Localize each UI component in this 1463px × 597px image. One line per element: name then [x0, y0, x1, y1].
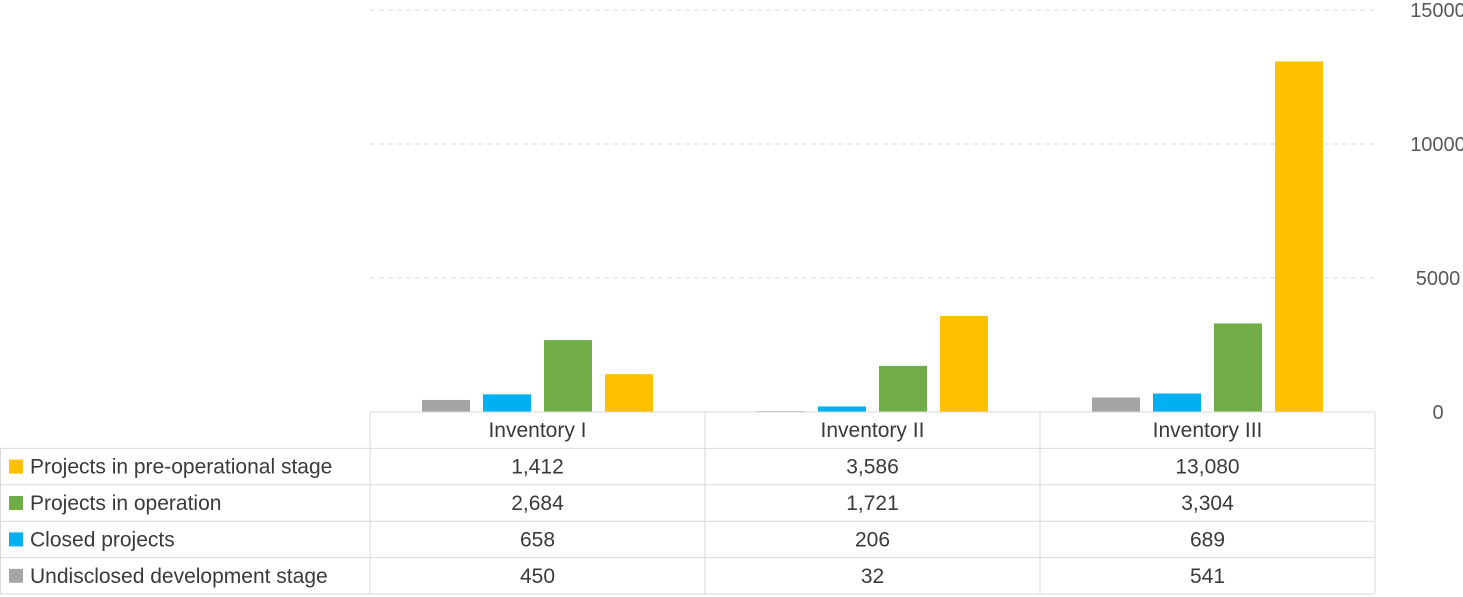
legend-label: Projects in pre-operational stage: [30, 456, 332, 479]
bar-projects-in-pre-operational-stage-1: [605, 374, 653, 412]
bar-closed-projects-3: [1153, 393, 1201, 412]
y-tick-label: 10000: [1410, 134, 1463, 156]
legend-key: [9, 496, 23, 510]
bar-undisclosed-development-stage-1: [422, 399, 470, 412]
legend-label: Closed projects: [30, 528, 175, 551]
data-label: 3,304: [1181, 492, 1234, 515]
bar-undisclosed-development-stage-3: [1092, 397, 1140, 412]
legend-label: Undisclosed development stage: [30, 565, 328, 588]
data-table: Inventory I Inventory II Inventory III Proj…: [0, 411, 1376, 595]
category-label: Inventory II: [821, 419, 925, 442]
data-label: 450: [520, 565, 555, 588]
legend-key: [9, 568, 23, 583]
bar-closed-projects-2: [818, 406, 866, 412]
legend-key: [9, 532, 23, 547]
data-label: 32: [861, 565, 884, 588]
data-label: 1,412: [511, 456, 564, 479]
bar-closed-projects-1: [483, 394, 531, 412]
data-label: 206: [855, 528, 890, 551]
data-label: 3,586: [846, 456, 899, 479]
gridlines: [370, 9, 1375, 279]
bar-projects-in-pre-operational-stage-2: [940, 315, 988, 412]
data-label: 2,684: [511, 492, 564, 515]
category-label: Inventory III: [1153, 419, 1263, 442]
bars: [422, 61, 1323, 413]
data-label: 1,721: [846, 492, 899, 515]
legend-label: Projects in operation: [30, 492, 221, 515]
data-label: 658: [520, 528, 555, 551]
bar-projects-in-pre-operational-stage-3: [1275, 61, 1323, 413]
data-label: 541: [1190, 565, 1225, 588]
data-label: 689: [1190, 528, 1225, 551]
data-label: 13,080: [1175, 456, 1239, 479]
y-tick-label: 0: [1432, 402, 1443, 424]
legend-key: [9, 459, 23, 474]
y-tick-label: 5000: [1416, 268, 1461, 290]
y-axis-ticks: 0 5000 10000 15000: [1410, 0, 1463, 424]
category-label: Inventory I: [488, 419, 586, 442]
bar-projects-in-operation-1: [544, 340, 592, 412]
bar-projects-in-operation-2: [879, 365, 927, 412]
bar-projects-in-operation-3: [1214, 323, 1262, 412]
y-tick-label: 15000: [1410, 0, 1463, 22]
